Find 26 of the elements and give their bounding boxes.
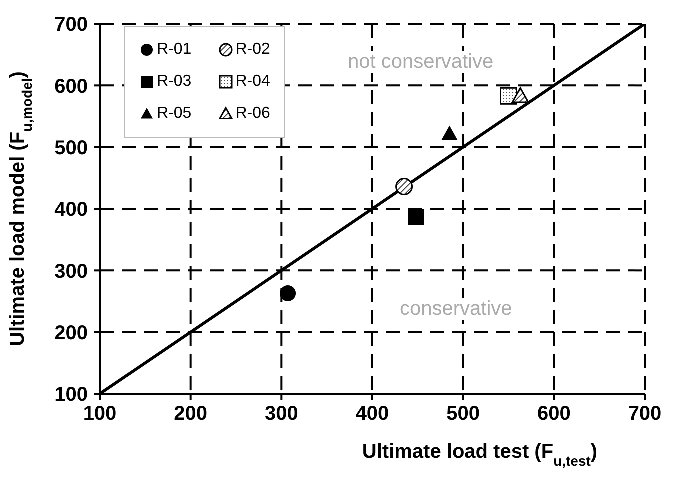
x-axis-title: Ultimate load test (F$_{u,test}$) — [362, 441, 598, 469]
y-tick-label: 700 — [54, 14, 88, 36]
x-tick-label: 600 — [537, 403, 571, 426]
x-tick-label: 700 — [628, 403, 662, 426]
legend-label: R-01 — [157, 41, 192, 59]
point — [442, 126, 458, 140]
annotation: conservative — [400, 298, 512, 320]
y-tick-label: 200 — [54, 322, 88, 344]
legend-label: R-02 — [236, 41, 270, 59]
x-tick-label: 500 — [446, 403, 480, 426]
y-tick-label: 600 — [54, 76, 88, 98]
y-tick-label: 500 — [54, 137, 88, 160]
x-tick-label: 200 — [174, 403, 208, 426]
point — [408, 209, 424, 226]
x-tick-label: 300 — [264, 403, 298, 426]
x-tick-label: 400 — [356, 403, 390, 426]
point — [512, 87, 530, 104]
point — [396, 178, 414, 196]
annotation: not conservative — [348, 51, 494, 73]
y-tick-label: 300 — [54, 260, 88, 283]
legend-label: R-06 — [236, 105, 270, 123]
legend-label: R-03 — [157, 73, 192, 91]
legend-label: R-05 — [157, 105, 192, 123]
y-tick-label: 400 — [54, 199, 88, 222]
point — [280, 285, 296, 302]
legend-label: R-04 — [236, 73, 270, 91]
